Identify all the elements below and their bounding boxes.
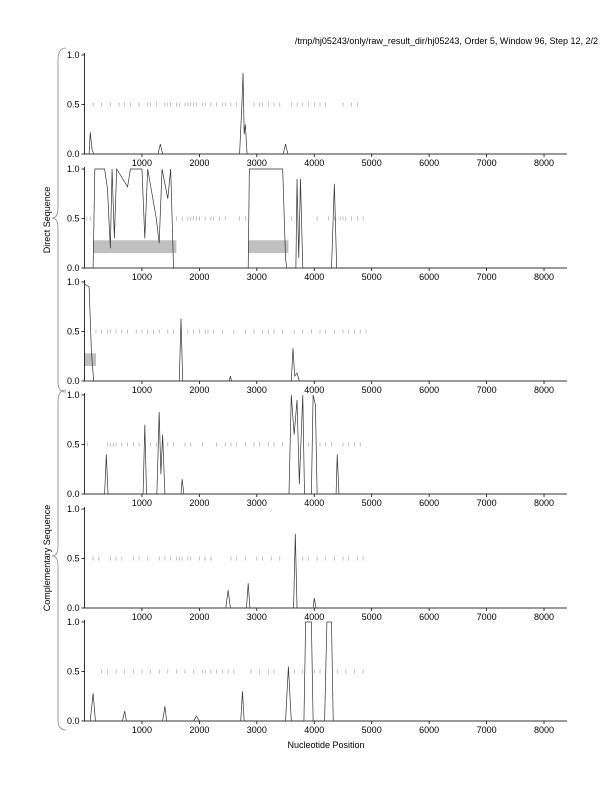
orf-box [93,240,177,254]
x-tick-label: 2000 [189,725,209,735]
x-tick-label: 3000 [247,158,267,168]
y-tick-label: 0.0 [67,489,80,499]
x-tick-label: 6000 [419,612,439,622]
x-tick-label: 3000 [247,498,267,508]
x-tick-label: 1000 [132,272,152,282]
x-tick-label: 6000 [419,498,439,508]
y-tick-label: 1.0 [67,617,80,627]
x-tick-label: 1000 [132,725,152,735]
x-tick-label: 4000 [304,385,324,395]
y-tick-label: 0.5 [67,214,80,224]
y-tick-label: 0.0 [67,149,80,159]
x-tick-label: 6000 [419,272,439,282]
y-tick-label: 0.5 [67,440,80,450]
y-tick-label: 1.0 [67,50,80,60]
x-tick-label: 2000 [189,385,209,395]
x-tick-label: 4000 [304,612,324,622]
x-tick-label: 7000 [477,272,497,282]
coding-potential-line-complementary-frame-1 [84,394,567,495]
complementary-sequence-label: Complementary Sequence [42,505,52,612]
x-tick-label: 4000 [304,272,324,282]
y-tick-label: 0.0 [67,263,80,273]
x-tick-label: 2000 [189,272,209,282]
y-tick-label: 0.0 [67,376,80,386]
x-tick-label: 7000 [477,158,497,168]
x-tick-label: 2000 [189,158,209,168]
x-tick-label: 2000 [189,612,209,622]
x-tick-label: 5000 [362,158,382,168]
y-tick-label: 1.0 [67,164,80,174]
x-tick-label: 6000 [419,158,439,168]
x-tick-label: 8000 [534,158,554,168]
x-tick-label: 3000 [247,272,267,282]
x-tick-label: 7000 [477,725,497,735]
x-tick-label: 8000 [534,385,554,395]
x-tick-label: 1000 [132,612,152,622]
x-tick-label: 5000 [362,272,382,282]
x-tick-label: 8000 [534,498,554,508]
y-tick-label: 1.0 [67,390,80,400]
x-tick-label: 7000 [477,385,497,395]
direct-sequence-label: Direct Sequence [42,187,52,254]
complementary-brace [51,389,67,731]
coding-potential-line-direct-frame-3 [84,283,567,382]
orf-box [84,353,96,367]
y-tick-label: 1.0 [67,277,80,287]
x-tick-label: 7000 [477,612,497,622]
coding-potential-line-direct-frame-2 [84,167,567,269]
x-tick-label: 3000 [247,612,267,622]
x-tick-label: 5000 [362,725,382,735]
y-tick-label: 0.0 [67,603,80,613]
x-tick-label: 5000 [362,612,382,622]
x-tick-label: 7000 [477,498,497,508]
x-tick-label: 4000 [304,498,324,508]
y-tick-label: 0.5 [67,100,80,110]
chart-title: /tmp/hj05243/only/raw_result_dir/hj05243… [294,36,598,46]
y-tick-label: 0.5 [67,554,80,564]
coding-potential-line-direct-frame-1 [84,72,567,155]
coding-potential-line-complementary-frame-2 [84,533,567,609]
x-tick-label: 4000 [304,158,324,168]
x-tick-label: 5000 [362,498,382,508]
x-tick-label: 6000 [419,385,439,395]
x-tick-label: 8000 [534,272,554,282]
x-axis-label: Nucleotide Position [287,740,364,750]
x-tick-label: 3000 [247,725,267,735]
x-tick-label: 2000 [189,498,209,508]
x-tick-label: 1000 [132,385,152,395]
y-tick-label: 0.5 [67,327,80,337]
x-tick-label: 8000 [534,725,554,735]
x-tick-label: 5000 [362,385,382,395]
x-tick-label: 1000 [132,498,152,508]
x-tick-label: 1000 [132,158,152,168]
x-tick-label: 8000 [534,612,554,622]
x-tick-label: 6000 [419,725,439,735]
x-tick-label: 4000 [304,725,324,735]
orf-box [248,240,289,254]
x-tick-label: 3000 [247,385,267,395]
y-tick-label: 1.0 [67,504,80,514]
coding-potential-line-complementary-frame-3 [84,621,567,722]
y-tick-label: 0.5 [67,667,80,677]
y-tick-label: 0.0 [67,716,80,726]
direct-brace [51,47,67,393]
